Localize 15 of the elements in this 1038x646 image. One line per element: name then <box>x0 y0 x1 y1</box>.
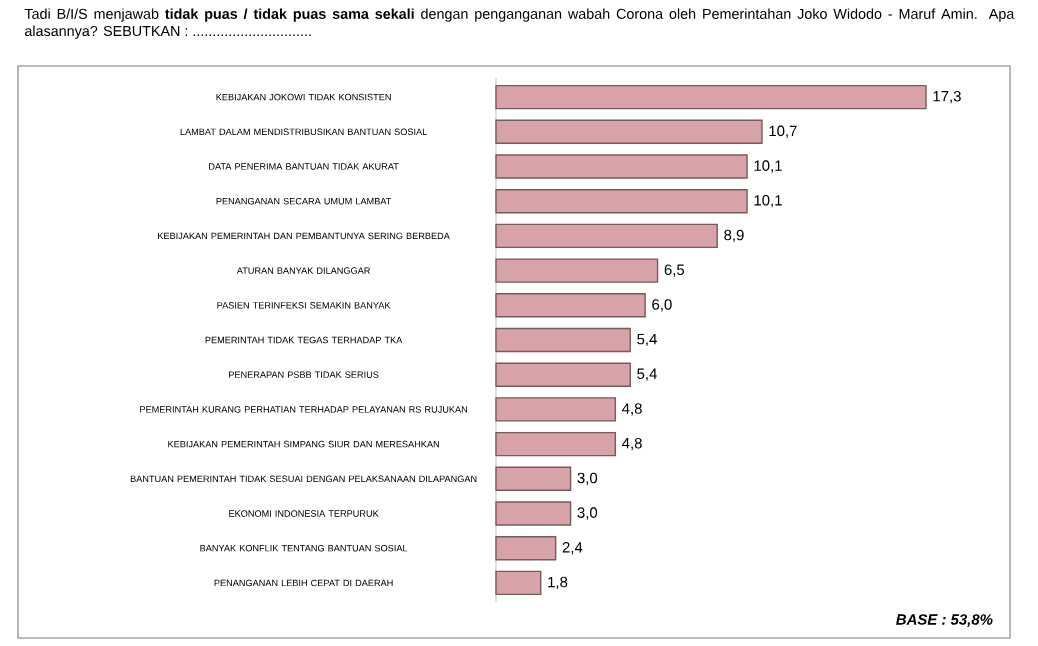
bar <box>495 189 748 214</box>
bar <box>495 570 542 596</box>
bar <box>495 501 572 526</box>
bar <box>495 466 572 492</box>
bar <box>495 223 718 249</box>
bar <box>495 154 748 179</box>
bar <box>495 258 659 283</box>
bar <box>495 327 631 353</box>
bar <box>495 397 617 422</box>
bar <box>495 293 646 318</box>
bar <box>495 536 557 561</box>
bar <box>495 431 617 457</box>
bar <box>495 84 927 110</box>
bar <box>495 119 763 144</box>
bar <box>495 362 631 387</box>
